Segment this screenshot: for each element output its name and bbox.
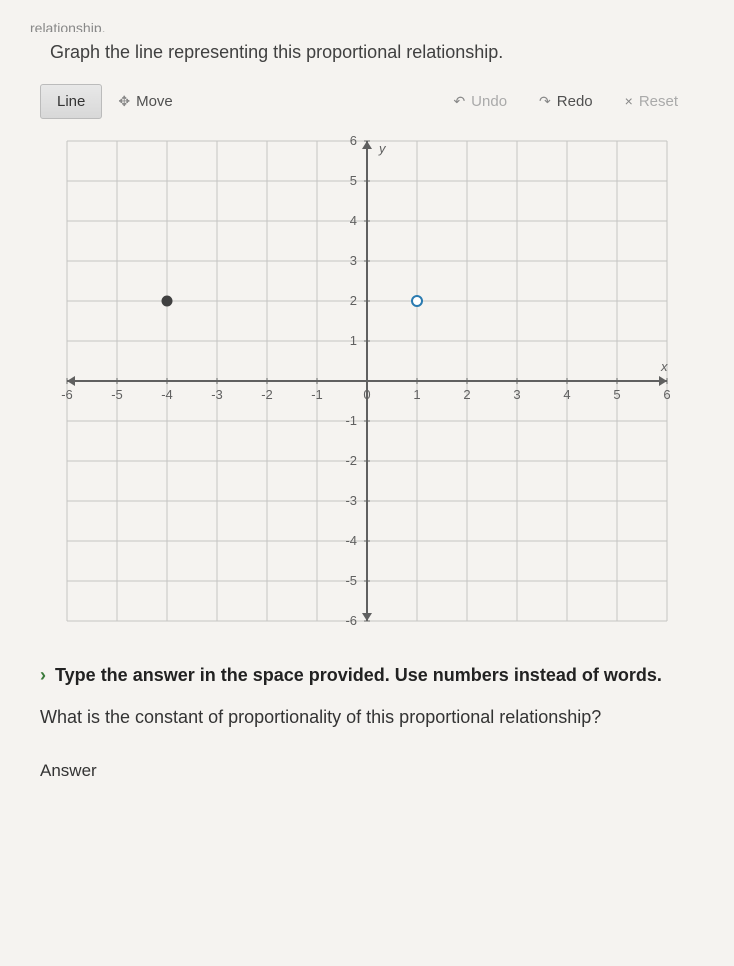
svg-text:2: 2	[350, 293, 357, 308]
svg-text:4: 4	[350, 213, 357, 228]
svg-text:6: 6	[663, 387, 670, 402]
cutoff-text: relationship.	[30, 20, 704, 32]
move-icon: ✥	[118, 93, 130, 110]
coordinate-grid[interactable]: xy-6-5-4-3-2-10123456123456-1-2-3-4-5-6	[47, 121, 687, 641]
svg-text:6: 6	[350, 133, 357, 148]
question-block: › Type the answer in the space provided.…	[30, 665, 704, 781]
svg-text:-1: -1	[345, 413, 357, 428]
svg-text:3: 3	[350, 253, 357, 268]
svg-text:1: 1	[413, 387, 420, 402]
svg-text:-2: -2	[261, 387, 273, 402]
hint-text: › Type the answer in the space provided.…	[40, 665, 694, 686]
redo-icon: ↷	[539, 93, 551, 110]
reset-label: Reset	[639, 93, 678, 110]
graph-component: Line ✥ Move ↶ Undo ↷ Redo × Reset xy-6-5…	[30, 81, 704, 641]
line-tool-label: Line	[57, 93, 85, 110]
svg-text:-4: -4	[161, 387, 173, 402]
svg-text:1: 1	[350, 333, 357, 348]
svg-text:x: x	[660, 359, 668, 374]
redo-label: Redo	[557, 93, 593, 110]
move-tool-label: Move	[136, 93, 173, 110]
question-text: What is the constant of proportionality …	[40, 704, 694, 731]
svg-text:-2: -2	[345, 453, 357, 468]
answer-label: Answer	[40, 761, 694, 781]
svg-text:-6: -6	[61, 387, 73, 402]
redo-button[interactable]: ↷ Redo	[523, 85, 609, 118]
line-tool-button[interactable]: Line	[40, 84, 102, 119]
svg-text:-5: -5	[345, 573, 357, 588]
chevron-right-icon: ›	[40, 665, 46, 685]
svg-text:2: 2	[463, 387, 470, 402]
svg-text:0: 0	[363, 387, 370, 402]
svg-text:5: 5	[350, 173, 357, 188]
svg-text:-6: -6	[345, 613, 357, 628]
instruction-text: Graph the line representing this proport…	[50, 42, 704, 63]
svg-text:-5: -5	[111, 387, 123, 402]
svg-text:-3: -3	[211, 387, 223, 402]
reset-button[interactable]: × Reset	[609, 85, 694, 118]
svg-text:3: 3	[513, 387, 520, 402]
svg-text:4: 4	[563, 387, 570, 402]
undo-label: Undo	[471, 93, 507, 110]
svg-text:-1: -1	[311, 387, 323, 402]
close-icon: ×	[625, 93, 633, 109]
hint-body: Type the answer in the space provided. U…	[55, 665, 662, 685]
svg-text:-3: -3	[345, 493, 357, 508]
svg-text:-4: -4	[345, 533, 357, 548]
svg-text:5: 5	[613, 387, 620, 402]
graph-toolbar: Line ✥ Move ↶ Undo ↷ Redo × Reset	[40, 81, 694, 121]
undo-icon: ↶	[453, 93, 465, 110]
move-tool-button[interactable]: ✥ Move	[102, 85, 188, 118]
undo-button[interactable]: ↶ Undo	[437, 85, 523, 118]
